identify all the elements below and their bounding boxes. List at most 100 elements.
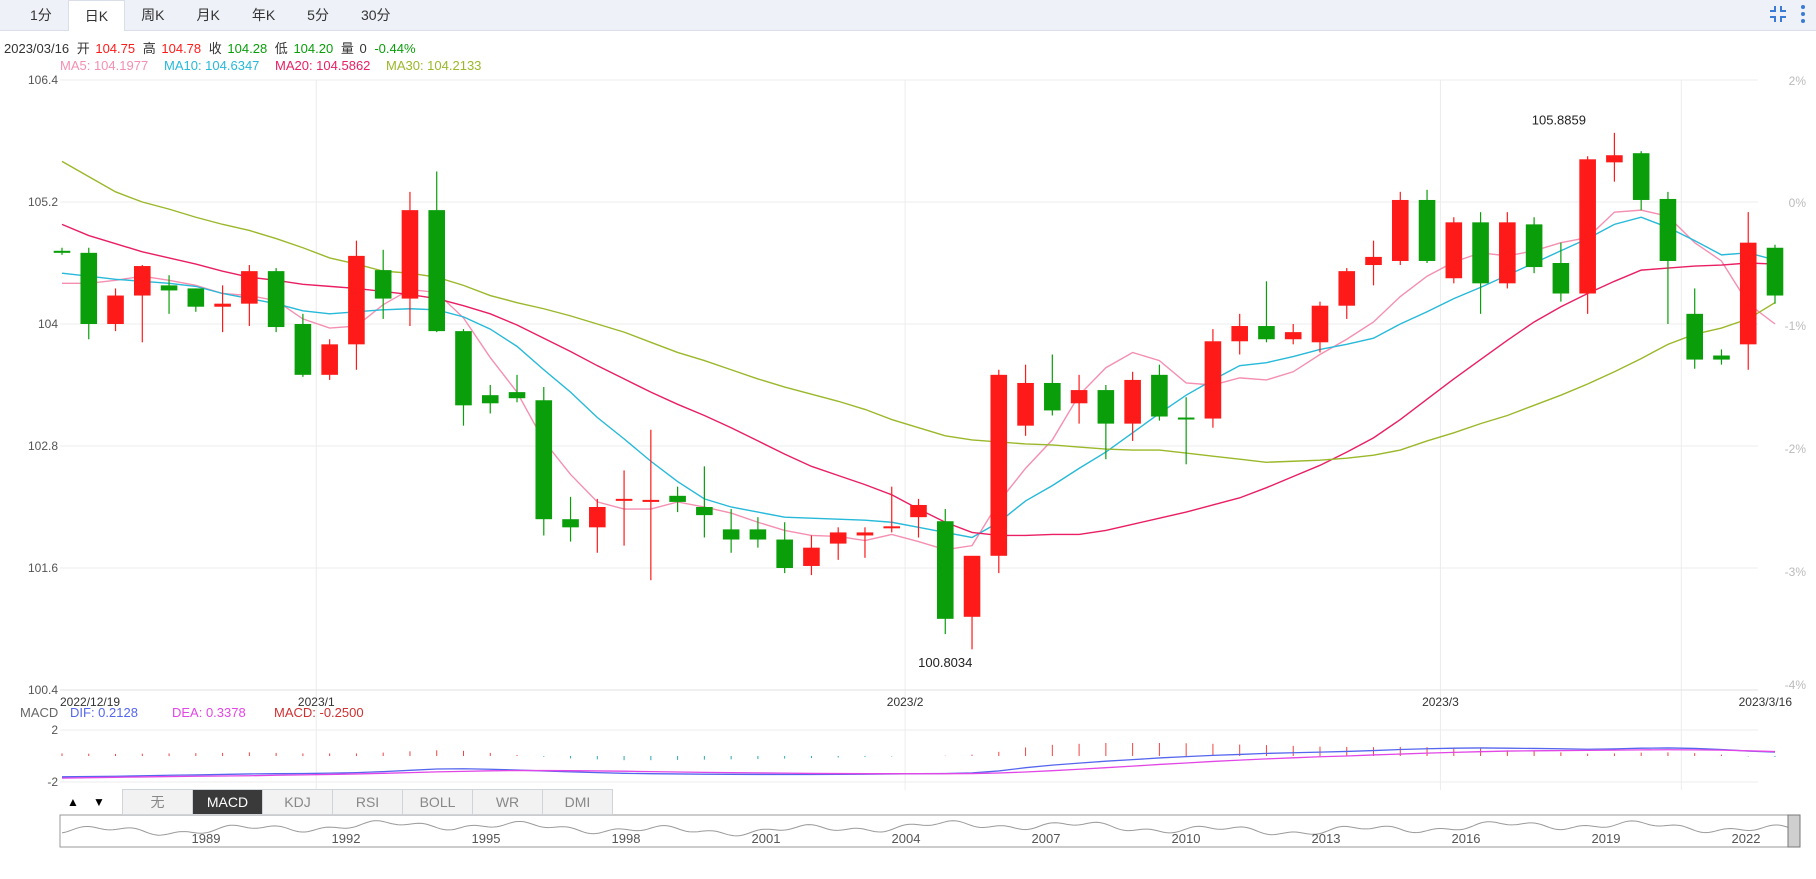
candle-body	[267, 271, 285, 328]
candle[interactable]	[1552, 242, 1570, 302]
candle-body	[669, 495, 686, 502]
candle[interactable]	[1766, 244, 1784, 304]
candle[interactable]	[294, 313, 312, 377]
candle[interactable]	[829, 527, 847, 560]
candle[interactable]	[53, 247, 71, 255]
candle[interactable]	[1525, 217, 1543, 274]
candle[interactable]	[187, 288, 205, 312]
indicator-tab-2[interactable]: KDJ	[263, 790, 333, 814]
candle-body	[80, 252, 98, 324]
candle[interactable]	[669, 486, 686, 513]
candle[interactable]	[1391, 191, 1409, 266]
more-menu-icon[interactable]	[1800, 4, 1806, 24]
period-tab-0[interactable]: 1分	[30, 7, 52, 23]
candle[interactable]	[1713, 349, 1730, 365]
candle[interactable]	[1097, 385, 1115, 460]
candle[interactable]	[1284, 324, 1302, 345]
candle[interactable]	[1686, 288, 1704, 369]
candle[interactable]	[1418, 189, 1436, 263]
candle[interactable]	[776, 522, 793, 574]
navigator-year-label: 2010	[1172, 831, 1201, 846]
candle[interactable]	[160, 275, 178, 314]
indicator-tab-5[interactable]: WR	[473, 790, 543, 814]
candle[interactable]	[963, 555, 981, 650]
candle[interactable]	[856, 527, 874, 558]
indicator-tab-3[interactable]: RSI	[333, 790, 403, 814]
candle[interactable]	[696, 466, 713, 538]
navigator-handle[interactable]	[1787, 814, 1801, 848]
candle[interactable]	[267, 268, 285, 333]
candle[interactable]	[910, 498, 927, 538]
candle[interactable]	[1659, 191, 1677, 324]
candle[interactable]	[348, 240, 365, 370]
candle[interactable]	[1151, 364, 1168, 421]
ma10-line	[61, 216, 1776, 539]
period-tab-4[interactable]: 年K	[251, 7, 276, 23]
candle[interactable]	[990, 369, 1008, 574]
candle[interactable]	[1579, 156, 1596, 314]
period-tab-3[interactable]: 月K	[196, 7, 220, 23]
candle[interactable]	[374, 249, 392, 319]
indicator-tab-4[interactable]: BOLL	[403, 790, 473, 814]
indicator-tab-6[interactable]: DMI	[543, 790, 612, 814]
candle[interactable]	[1499, 212, 1516, 289]
candle[interactable]	[1231, 313, 1248, 355]
candle[interactable]	[1739, 212, 1757, 370]
candle[interactable]	[214, 285, 231, 333]
period-tab-1[interactable]: 日K	[67, 0, 126, 31]
candle-body	[133, 266, 151, 296]
scroll-up-arrow[interactable]: ▲	[67, 795, 79, 809]
candle[interactable]	[535, 387, 553, 536]
candle[interactable]	[508, 374, 526, 403]
candle[interactable]	[562, 496, 579, 542]
indicator-tab-0[interactable]: 无	[123, 790, 193, 814]
candle-body	[1070, 390, 1088, 404]
candle[interactable]	[1044, 354, 1061, 416]
candle[interactable]	[80, 247, 98, 340]
candle[interactable]	[1338, 268, 1356, 319]
period-tab-5[interactable]: 5分	[307, 7, 329, 23]
candle[interactable]	[749, 517, 767, 548]
percent-tick-label: -1%	[1785, 319, 1807, 333]
candle[interactable]	[642, 429, 660, 581]
candle[interactable]	[589, 498, 606, 553]
candle[interactable]	[722, 509, 740, 553]
candle[interactable]	[803, 535, 820, 576]
range-navigator[interactable]: 1989 1992 1995 1998 2001 2004 2007 2010 2013 2016…	[59, 814, 1801, 848]
candle-body	[615, 498, 633, 501]
candle[interactable]	[133, 265, 151, 343]
candle[interactable]	[1632, 151, 1650, 211]
candle-body	[1418, 199, 1436, 261]
candle[interactable]	[321, 339, 338, 380]
collapse-icon[interactable]	[1768, 4, 1788, 24]
indicator-tab-1[interactable]: MACD	[193, 790, 263, 814]
candle[interactable]	[401, 191, 419, 327]
candle[interactable]	[1365, 240, 1382, 286]
candle[interactable]	[1070, 374, 1088, 424]
candle[interactable]	[1606, 132, 1623, 182]
candle[interactable]	[1204, 329, 1222, 428]
candle[interactable]	[455, 329, 472, 426]
macd-value-label: MACD: -0.2500	[274, 705, 364, 720]
candle[interactable]	[1472, 212, 1489, 314]
quote-info-line: 2023/03/16 开 104.75 高 104.78 收 104.28 低 …	[4, 41, 416, 56]
period-tab-6[interactable]: 30分	[360, 7, 391, 23]
candle[interactable]	[615, 470, 633, 546]
candle[interactable]	[241, 265, 258, 327]
candle[interactable]	[1017, 364, 1034, 436]
candle[interactable]	[107, 288, 124, 332]
period-tab-2[interactable]: 周K	[141, 7, 165, 23]
candle[interactable]	[1124, 371, 1141, 441]
candle[interactable]	[936, 509, 954, 635]
candle[interactable]	[428, 171, 446, 333]
candle[interactable]	[1311, 301, 1329, 353]
candle[interactable]	[1177, 397, 1195, 465]
candle[interactable]	[883, 486, 901, 533]
candle-body	[160, 285, 178, 291]
candle[interactable]	[1258, 281, 1275, 343]
candle[interactable]	[481, 385, 499, 414]
candle-body	[1606, 155, 1623, 163]
scroll-down-arrow[interactable]: ▼	[93, 795, 105, 809]
candle[interactable]	[1445, 217, 1463, 284]
